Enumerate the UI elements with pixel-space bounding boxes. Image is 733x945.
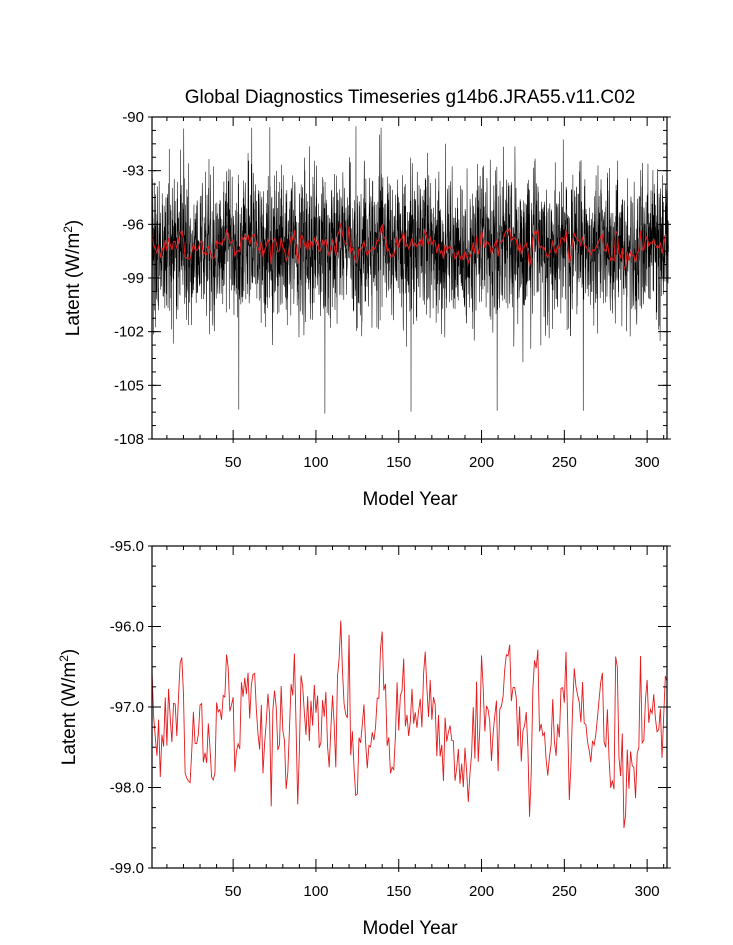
series-monthly <box>151 126 669 414</box>
series-line <box>151 620 668 829</box>
x-tick-labels: 50 100 150 200 250 300 <box>225 454 660 471</box>
x-axis-title: Model Year <box>362 489 458 510</box>
y-tick-label: -99.0 <box>110 860 144 877</box>
y-axis-title: Latent (W/m2) <box>57 649 80 766</box>
x-tick-label: 100 <box>303 883 328 900</box>
x-tick-label: 50 <box>225 883 242 900</box>
y-tick-label: -93 <box>122 163 144 180</box>
x-tick-label: 300 <box>635 454 660 471</box>
y-axis-title: Latent (W/m2) <box>61 220 84 337</box>
x-tick-label: 50 <box>225 454 242 471</box>
x-axis-title: Model Year <box>362 918 458 939</box>
x-tick-label: 200 <box>469 883 494 900</box>
x-tick-label: 250 <box>552 883 577 900</box>
x-tick-label: 300 <box>635 883 660 900</box>
series-annual-mean <box>151 620 668 829</box>
y-tick-label: -105 <box>114 377 144 394</box>
y-tick-label: -99 <box>122 270 144 287</box>
panel-bottom: -99.0 -98.0 -97.0 -96.0 -95.0 50 100 150 200 250… <box>57 538 671 939</box>
y-tick-label: -90 <box>122 109 144 126</box>
x-tick-label: 150 <box>386 454 411 471</box>
chart-title: Global Diagnostics Timeseries g14b6.JRA5… <box>185 87 636 108</box>
y-tick-label: -97.0 <box>110 699 144 716</box>
x-tick-labels: 50 100 150 200 250 300 <box>225 883 660 900</box>
series-line <box>151 222 668 271</box>
x-tick-label: 150 <box>386 883 411 900</box>
y-tick-labels: -108 -105 -102 -99 -96 -93 -90 <box>114 109 144 448</box>
series-annual-mean <box>151 222 668 271</box>
y-tick-label: -108 <box>114 431 144 448</box>
y-tick-label: -98.0 <box>110 780 144 797</box>
x-tick-label: 200 <box>469 454 494 471</box>
y-tick-label: -95.0 <box>110 538 144 555</box>
x-tick-label: 250 <box>552 454 577 471</box>
axis-ticks <box>148 116 671 443</box>
x-tick-label: 100 <box>303 454 328 471</box>
y-tick-labels: -99.0 -98.0 -97.0 -96.0 -95.0 <box>110 538 144 877</box>
axis-ticks <box>148 545 671 872</box>
y-tick-label: -96 <box>122 216 144 233</box>
y-tick-label: -96.0 <box>110 619 144 636</box>
y-tick-label: -102 <box>114 324 144 341</box>
panel-top: -108 -105 -102 -99 -96 -93 -90 50 100 150 200 250 3… <box>61 109 671 510</box>
series-line <box>151 126 669 414</box>
